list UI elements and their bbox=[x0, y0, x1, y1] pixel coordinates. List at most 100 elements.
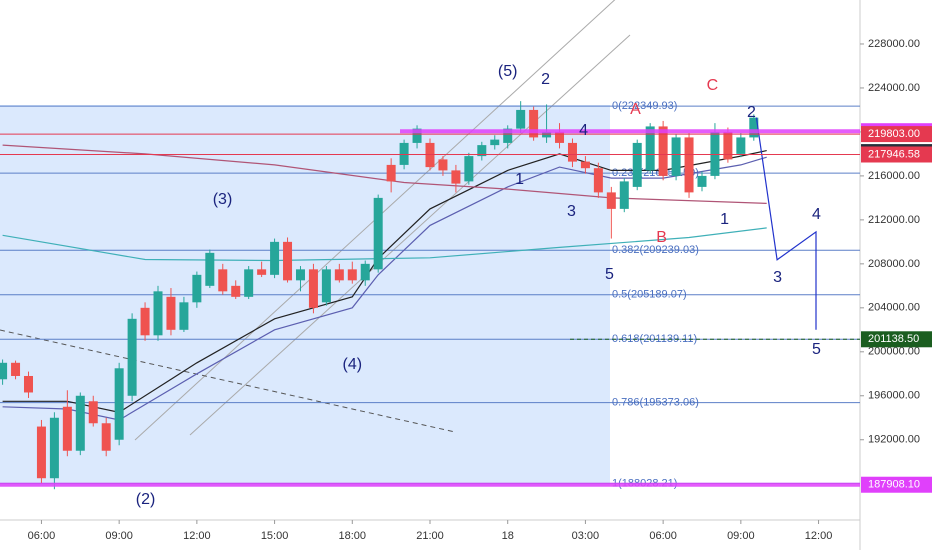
y-tick-label: 208000.00 bbox=[868, 258, 920, 270]
wave-label: B bbox=[656, 229, 667, 246]
y-tick-label: 200000.00 bbox=[868, 346, 920, 358]
wave-label: (4) bbox=[343, 356, 363, 373]
wave-label: C bbox=[707, 77, 719, 94]
channel-line bbox=[189, 34, 631, 436]
candle-body bbox=[749, 117, 759, 138]
candle-body bbox=[101, 423, 111, 451]
wave-label: 3 bbox=[773, 269, 782, 286]
candle-body bbox=[619, 181, 629, 209]
candle-body bbox=[295, 269, 305, 281]
candle-body bbox=[723, 131, 733, 160]
candle-body bbox=[425, 142, 435, 168]
candle-body bbox=[179, 302, 189, 330]
candle-body bbox=[697, 175, 707, 187]
price-label-box bbox=[861, 126, 932, 143]
candle-body bbox=[140, 307, 150, 336]
y-tick-label: 196000.00 bbox=[868, 390, 920, 402]
moving-average bbox=[2, 227, 767, 262]
y-tick-label: 224000.00 bbox=[868, 82, 920, 94]
candle-body bbox=[645, 126, 655, 171]
candle-body bbox=[658, 126, 668, 176]
candle-body bbox=[257, 269, 267, 275]
fib-label: 0.786(195373.06) bbox=[612, 397, 699, 409]
wave-projection bbox=[755, 117, 817, 330]
wave-label: 4 bbox=[812, 206, 821, 223]
candle-body bbox=[62, 406, 72, 451]
x-tick-label: 12:00 bbox=[805, 530, 833, 542]
wave-label: A bbox=[630, 101, 641, 118]
candle-body bbox=[736, 137, 746, 154]
candle-body bbox=[321, 269, 331, 303]
wave-label: (3) bbox=[213, 191, 233, 208]
price-label: 217946.58 bbox=[868, 148, 920, 160]
candle-body bbox=[308, 269, 318, 308]
fib-label: 0.382(209239.03) bbox=[612, 244, 699, 256]
candle-body bbox=[88, 401, 98, 424]
candle-body bbox=[464, 156, 474, 182]
wave-label: 2 bbox=[541, 71, 550, 88]
candle-body bbox=[567, 142, 577, 162]
candle-body bbox=[477, 145, 487, 157]
candle-body bbox=[451, 170, 461, 184]
y-tick-label: 204000.00 bbox=[868, 302, 920, 314]
x-tick-label: 06:00 bbox=[649, 530, 677, 542]
x-tick-label: 06:00 bbox=[28, 530, 56, 542]
candle-body bbox=[347, 269, 357, 281]
candle-body bbox=[36, 426, 46, 479]
candle-body bbox=[334, 269, 344, 281]
candle-body bbox=[399, 142, 409, 165]
candle-body bbox=[23, 375, 33, 393]
candle-body bbox=[580, 161, 590, 169]
wave-label: (5) bbox=[498, 63, 518, 80]
candle-body bbox=[542, 131, 552, 138]
candle-body bbox=[490, 139, 500, 146]
candle-body bbox=[49, 417, 59, 479]
candle-body bbox=[205, 252, 215, 286]
x-tick-label: 21:00 bbox=[416, 530, 444, 542]
candle-body bbox=[684, 137, 694, 193]
wave-label: 1 bbox=[720, 211, 729, 228]
price-label: 201138.50 bbox=[868, 333, 919, 345]
candle-body bbox=[244, 269, 254, 297]
candle-body bbox=[218, 269, 228, 292]
y-tick-label: 216000.00 bbox=[868, 170, 920, 182]
trend-line bbox=[0, 329, 456, 433]
candle-body bbox=[555, 131, 565, 143]
candle-body bbox=[283, 241, 293, 281]
price-label-box bbox=[861, 331, 932, 348]
candle-body bbox=[114, 368, 124, 440]
candle-body bbox=[373, 197, 383, 270]
x-tick-label: 09:00 bbox=[727, 530, 755, 542]
price-label: 219803.00 bbox=[868, 128, 920, 140]
wave-label: 5 bbox=[605, 266, 614, 283]
y-tick-label: 192000.00 bbox=[868, 434, 920, 446]
candle-body bbox=[593, 168, 603, 193]
candle-body bbox=[192, 274, 202, 303]
x-tick-label: 09:00 bbox=[105, 530, 133, 542]
candle-body bbox=[360, 263, 370, 281]
candle-body bbox=[231, 285, 241, 297]
x-tick-label: 18 bbox=[502, 530, 514, 542]
x-tick-label: 12:00 bbox=[183, 530, 211, 542]
wave-label: 1 bbox=[515, 171, 524, 188]
candle-body bbox=[386, 164, 396, 182]
candle-body bbox=[75, 395, 85, 451]
candle-body bbox=[438, 159, 448, 171]
candle-body bbox=[710, 131, 720, 176]
wave-label: 3 bbox=[567, 203, 576, 220]
fib-label: 0(222349.93) bbox=[612, 100, 677, 112]
fib-label: 0.5(205189.07) bbox=[612, 289, 687, 301]
candle-body bbox=[529, 109, 539, 138]
fib-zone bbox=[0, 105, 610, 486]
wave-label: 4 bbox=[579, 122, 588, 139]
x-tick-label: 15:00 bbox=[261, 530, 289, 542]
candle-body bbox=[166, 296, 176, 330]
wave-label: 5 bbox=[812, 341, 821, 358]
candle-body bbox=[516, 109, 526, 129]
moving-average bbox=[2, 156, 767, 421]
candle-body bbox=[11, 362, 21, 376]
x-tick-label: 18:00 bbox=[339, 530, 367, 542]
wave-label: 2 bbox=[747, 104, 756, 121]
price-label: 187908.10 bbox=[868, 479, 920, 491]
